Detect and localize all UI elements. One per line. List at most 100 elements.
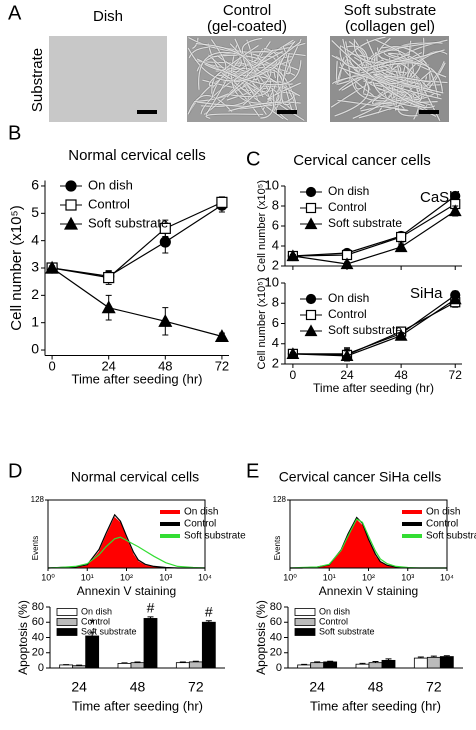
error-bar [121, 662, 128, 664]
fiber [372, 81, 418, 108]
bar [143, 618, 158, 669]
fiber [371, 89, 411, 105]
error-bar [443, 655, 450, 657]
fiber [338, 66, 442, 100]
y-tick-label: 4 [31, 231, 39, 247]
bar [310, 662, 325, 669]
fiber [339, 45, 411, 69]
legend-swatch [56, 618, 78, 626]
series-line [292, 298, 456, 357]
y-tick-label: 40 [32, 631, 44, 643]
fiber [332, 68, 389, 85]
legend-marker [305, 293, 317, 305]
bar [85, 635, 100, 669]
y-tick-label: 20 [32, 647, 44, 659]
fiber [355, 62, 379, 90]
bar [72, 665, 87, 669]
panel-label: B [8, 122, 21, 144]
y-tick-label: 10 [265, 274, 279, 289]
series-line [292, 195, 456, 257]
legend-label: On dish [426, 507, 460, 518]
x-tick-label: 10⁰ [283, 572, 297, 582]
legend-label: Control [88, 196, 130, 211]
outline [47, 536, 206, 569]
fiber [267, 82, 301, 100]
data-point [286, 347, 300, 359]
x-tick-label: 10³ [159, 572, 172, 582]
data-point [214, 329, 229, 342]
significance-mark: * [89, 615, 95, 631]
fiber [337, 36, 386, 81]
error-bar [205, 620, 212, 623]
panel-label: E [246, 460, 259, 482]
row-label: Substrate [29, 48, 46, 112]
error-bar [359, 662, 366, 665]
series-line [51, 204, 223, 277]
legend-label: On dish [81, 606, 112, 616]
fiber [397, 62, 446, 99]
data-point [103, 271, 115, 284]
fiber [205, 113, 264, 119]
legend-label: On dish [328, 184, 369, 198]
y-axis-label: Cell number (x10⁵) [256, 180, 268, 272]
data-point [396, 231, 407, 243]
fiber [358, 90, 413, 119]
fiber [363, 37, 425, 85]
fiber [233, 50, 284, 83]
fiber [331, 54, 370, 117]
legend-label: Control [426, 519, 458, 530]
series-line [51, 201, 223, 279]
data-point [286, 249, 300, 262]
fiber [196, 58, 302, 86]
scale-bar [419, 110, 439, 114]
y-axis-label: Events [273, 536, 282, 560]
error-bar [417, 656, 424, 659]
y-tick-label: 0 [38, 662, 44, 674]
error-bar [314, 661, 321, 663]
fiber [277, 41, 296, 93]
micrograph [49, 36, 167, 122]
annotation: CaSki [420, 189, 460, 206]
error-bar [301, 663, 308, 665]
y-tick-label: 4 [272, 335, 279, 350]
fiber [408, 84, 423, 103]
legend-swatch [56, 608, 78, 616]
y-tick-label: 0 [276, 662, 282, 674]
fiber [200, 39, 294, 115]
fiber [260, 87, 275, 119]
bar [59, 664, 74, 669]
fiber [342, 38, 351, 80]
legend-label: Control [184, 519, 216, 530]
y-tick-label: 20 [270, 647, 282, 659]
x-tick-label: 24 [101, 358, 115, 373]
fiber [212, 54, 297, 105]
column-label: (gel-coated) [207, 18, 287, 35]
error-bar [430, 655, 437, 658]
annotation: SiHa [410, 285, 443, 302]
fiber [208, 44, 259, 87]
data-point [216, 196, 228, 208]
y-tick-label: 8 [272, 197, 279, 212]
y-tick-label: 2 [272, 257, 279, 272]
fiber [242, 69, 272, 106]
legend-label: On dish [328, 291, 369, 305]
x-tick-label: 72 [188, 679, 204, 695]
y-tick-label: 5 [31, 204, 39, 220]
panel-label: C [246, 148, 260, 170]
fiber [226, 66, 296, 83]
y-tick-label: 60 [270, 616, 282, 628]
fiber [374, 38, 431, 71]
fiber [265, 89, 289, 121]
x-axis-label: Time after seeding (hr) [310, 698, 441, 713]
x-tick-label: 10² [362, 572, 375, 582]
fiber [241, 37, 301, 97]
y-tick-label: 128 [273, 495, 287, 504]
legend-label: Soft substrate [328, 323, 402, 337]
fiber [337, 99, 409, 112]
fiber [198, 51, 245, 90]
legend-label: Soft substrate [328, 216, 402, 230]
legend-label: Soft substrate [319, 626, 375, 636]
legend-marker [65, 199, 77, 211]
data-point [340, 257, 354, 270]
x-tick-label: 10⁴ [440, 572, 454, 582]
